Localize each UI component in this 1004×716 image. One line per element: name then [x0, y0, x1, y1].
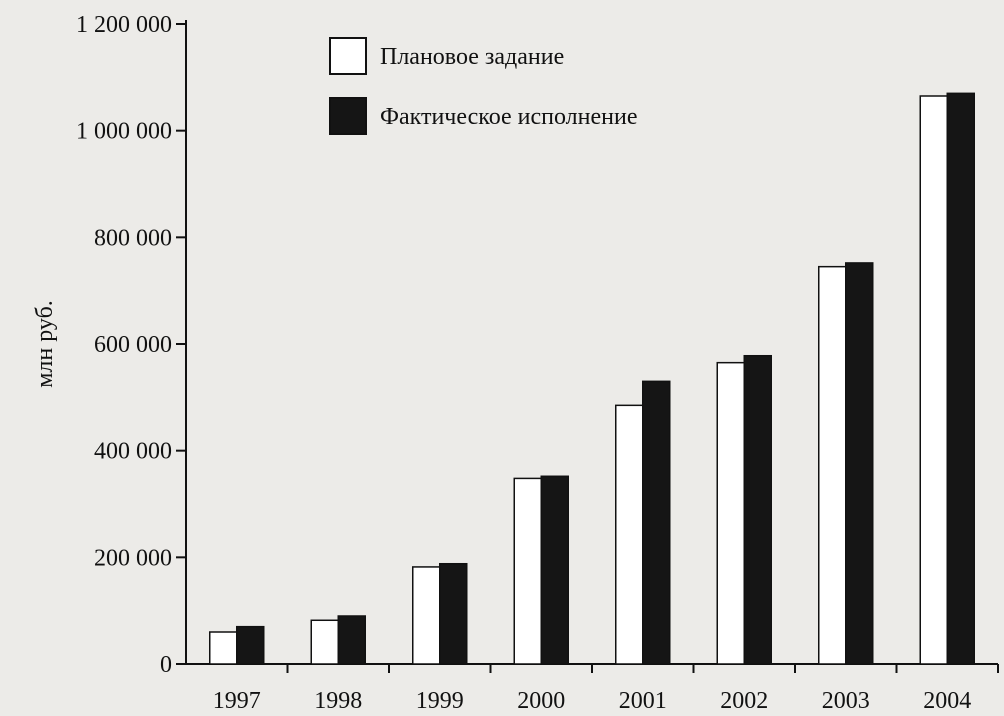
- x-axis: 1997 1998 1999 2000 2001 2002 2003 2004: [176, 663, 999, 714]
- legend-swatch-actual: [329, 97, 367, 135]
- bar-actual: [743, 354, 772, 665]
- y-axis: 0 200 000 400 000 600 000 800 000 1 000 000 1 …: [76, 12, 187, 678]
- x-tick-label: 2000: [517, 688, 565, 714]
- bar-actual: [439, 562, 468, 665]
- bar-actual: [642, 380, 671, 665]
- legend: Плановое задание Фактическое исполнение: [329, 37, 637, 135]
- y-tick-label: 1 200 000: [76, 12, 172, 38]
- bar-plan: [412, 566, 441, 665]
- bar-plan: [615, 404, 644, 665]
- x-tick-label: 1998: [314, 688, 362, 714]
- bar-actual: [946, 92, 975, 665]
- x-tick-label: 2001: [619, 688, 667, 714]
- y-tick-label: 1 000 000: [76, 119, 172, 145]
- bar-actual: [540, 475, 569, 665]
- bar-actual: [845, 262, 874, 665]
- x-tick-label: 1999: [416, 688, 464, 714]
- legend-label-plan: Плановое задание: [380, 44, 564, 70]
- y-tick-label: 800 000: [94, 225, 172, 251]
- x-tick-label: 2002: [720, 688, 768, 714]
- bar-plan: [818, 265, 847, 665]
- x-tick-label: 2003: [822, 688, 870, 714]
- y-axis-title: млн руб.: [32, 300, 58, 388]
- bar-plan: [310, 619, 339, 665]
- bar-plan: [919, 95, 948, 665]
- bars: [209, 92, 975, 665]
- x-tick-label: 1997: [213, 688, 261, 714]
- x-tick-label: 2004: [923, 688, 971, 714]
- bar-plan: [209, 631, 238, 665]
- bar-actual: [236, 625, 265, 665]
- bar-plan: [513, 477, 542, 665]
- legend-label-actual: Фактическое исполнение: [380, 104, 637, 130]
- bar-plan: [716, 361, 745, 665]
- bar-actual: [337, 615, 366, 665]
- y-tick-label: 400 000: [94, 439, 172, 465]
- legend-swatch-plan: [329, 37, 367, 75]
- y-tick-label: 200 000: [94, 545, 172, 571]
- y-tick-label: 600 000: [94, 332, 172, 358]
- y-tick-label: 0: [160, 652, 172, 678]
